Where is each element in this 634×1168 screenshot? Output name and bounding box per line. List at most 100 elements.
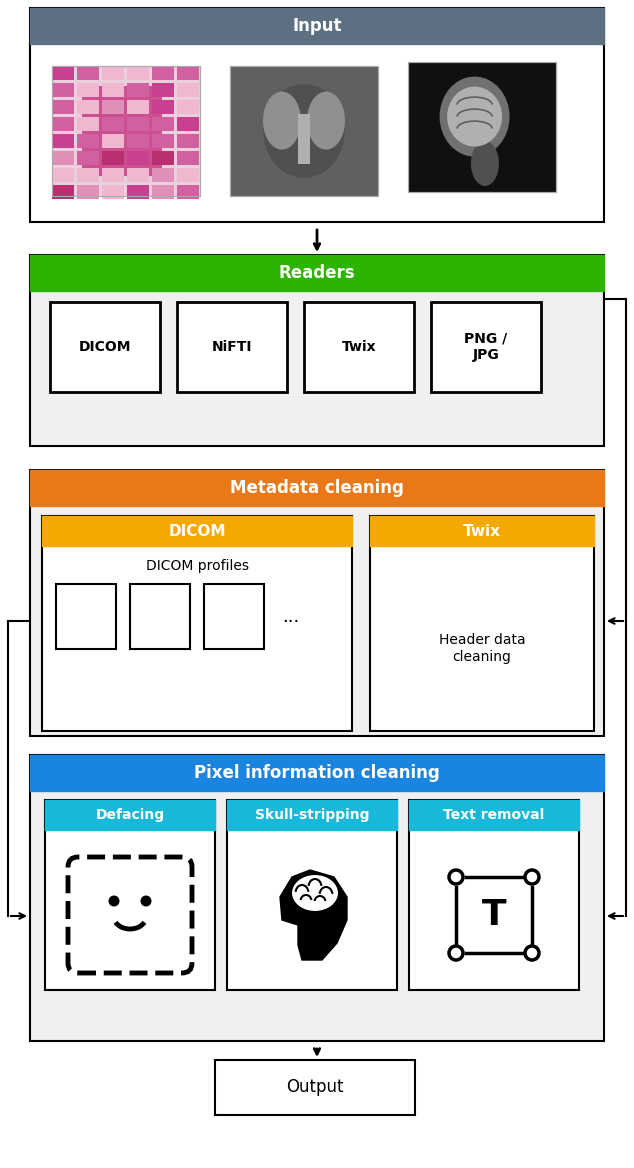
Bar — [52, 83, 74, 97]
Bar — [52, 134, 74, 148]
Bar — [102, 151, 124, 165]
Bar — [77, 168, 99, 182]
Bar — [77, 117, 99, 131]
Text: PNG /
JPG: PNG / JPG — [464, 332, 508, 362]
Bar — [177, 303, 287, 392]
Text: Twix: Twix — [463, 523, 501, 538]
Ellipse shape — [291, 874, 339, 912]
Bar — [408, 62, 556, 192]
Bar — [177, 67, 199, 79]
Bar — [408, 62, 556, 192]
Ellipse shape — [447, 86, 502, 147]
Bar — [30, 8, 604, 44]
Text: DICOM profiles: DICOM profiles — [145, 559, 249, 573]
Bar — [230, 67, 378, 196]
Text: Input: Input — [292, 18, 342, 35]
Ellipse shape — [471, 141, 499, 186]
Circle shape — [141, 896, 152, 906]
Ellipse shape — [307, 91, 345, 150]
Bar — [230, 67, 378, 196]
Bar — [152, 67, 174, 79]
Bar — [77, 134, 99, 148]
Bar — [30, 755, 604, 791]
Bar — [45, 800, 215, 990]
Bar — [409, 800, 579, 830]
Bar — [177, 134, 199, 148]
Circle shape — [108, 896, 119, 906]
Circle shape — [449, 946, 463, 960]
Bar — [304, 303, 414, 392]
Text: DICOM: DICOM — [79, 340, 131, 354]
Bar — [431, 303, 541, 392]
Bar — [177, 117, 199, 131]
Bar — [102, 168, 124, 182]
Bar — [177, 83, 199, 97]
Bar — [127, 100, 149, 114]
Text: Skull-stripping: Skull-stripping — [255, 808, 369, 822]
Ellipse shape — [263, 91, 301, 150]
Bar — [52, 100, 74, 114]
Bar — [130, 584, 190, 649]
Circle shape — [525, 946, 539, 960]
Bar — [127, 83, 149, 97]
Text: Readers: Readers — [279, 264, 355, 281]
Bar — [102, 134, 124, 148]
Bar — [152, 168, 174, 182]
Bar — [42, 516, 352, 545]
Bar — [370, 516, 594, 731]
Bar — [152, 100, 174, 114]
Bar — [127, 185, 149, 199]
Bar — [204, 584, 264, 649]
Bar — [77, 100, 99, 114]
Bar — [298, 113, 310, 164]
Text: Header data
cleaning: Header data cleaning — [439, 633, 526, 663]
Bar — [52, 151, 74, 165]
Bar — [52, 67, 200, 196]
Bar — [52, 67, 74, 79]
Bar — [127, 117, 149, 131]
Text: Metadata cleaning: Metadata cleaning — [230, 479, 404, 498]
Ellipse shape — [439, 77, 510, 157]
Bar — [127, 134, 149, 148]
Bar — [177, 100, 199, 114]
Bar — [77, 83, 99, 97]
Text: DICOM: DICOM — [168, 523, 226, 538]
Bar — [227, 800, 397, 990]
Bar — [52, 117, 74, 131]
Text: Twix: Twix — [342, 340, 377, 354]
Bar — [102, 67, 124, 79]
Bar — [152, 185, 174, 199]
Bar — [152, 151, 174, 165]
Bar — [30, 755, 604, 1041]
Bar — [42, 516, 352, 731]
Bar — [45, 800, 215, 830]
Circle shape — [449, 870, 463, 884]
Text: Text removal: Text removal — [443, 808, 545, 822]
Bar — [215, 1061, 415, 1115]
Bar — [152, 117, 174, 131]
Ellipse shape — [263, 84, 345, 178]
Text: ...: ... — [282, 607, 299, 626]
Bar — [177, 151, 199, 165]
Text: Pixel information cleaning: Pixel information cleaning — [194, 764, 440, 783]
Bar — [52, 185, 74, 199]
Circle shape — [525, 870, 539, 884]
Bar — [52, 168, 74, 182]
Bar — [102, 185, 124, 199]
Bar — [177, 168, 199, 182]
Bar — [177, 185, 199, 199]
Text: Output: Output — [286, 1078, 344, 1097]
Bar — [102, 83, 124, 97]
Bar — [30, 470, 604, 506]
Bar — [30, 255, 604, 291]
Bar — [152, 134, 174, 148]
Bar — [30, 255, 604, 446]
Bar — [77, 185, 99, 199]
Text: Defacing: Defacing — [96, 808, 165, 822]
Bar — [127, 151, 149, 165]
Bar — [56, 584, 116, 649]
Text: T: T — [482, 898, 507, 932]
Bar — [82, 86, 162, 176]
Text: NiFTI: NiFTI — [212, 340, 252, 354]
Bar — [50, 303, 160, 392]
